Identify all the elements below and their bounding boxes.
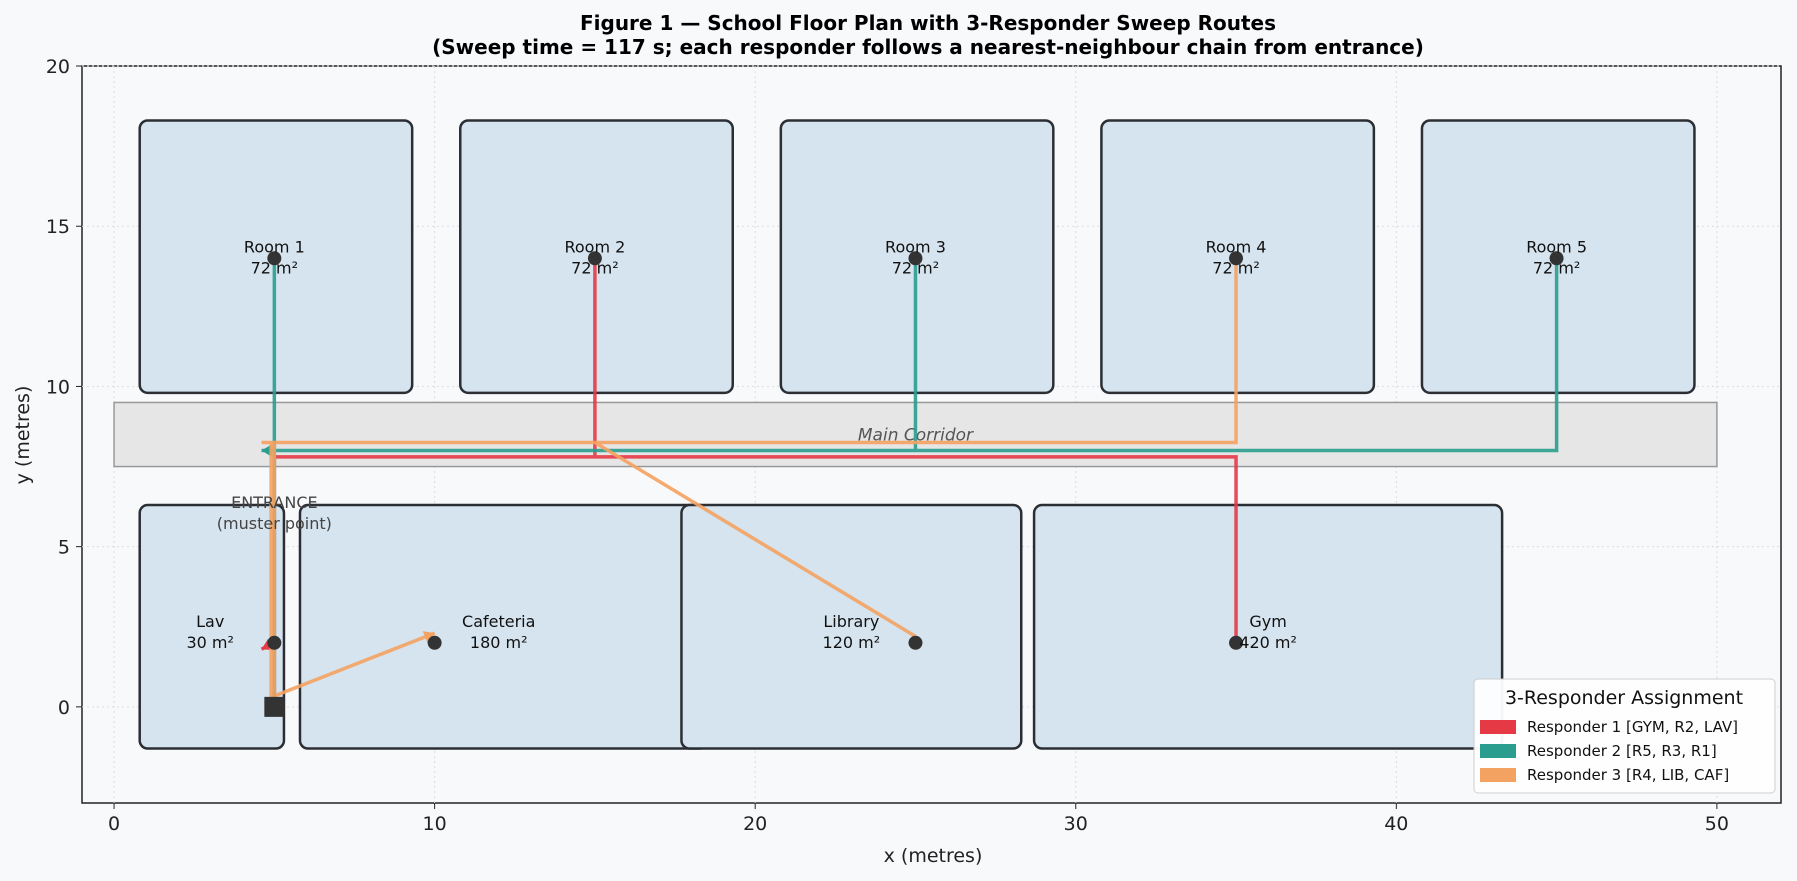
legend-label-2: Responder 2 [R5, R3, R1] <box>1527 742 1717 760</box>
room-area-label: 72 m² <box>1212 258 1259 277</box>
rooms <box>138 119 1696 750</box>
x-tick-label: 40 <box>1384 813 1408 835</box>
legend-label-1: Responder 1 [GYM, R2, LAV] <box>1527 718 1738 736</box>
x-tick-label: 50 <box>1705 813 1729 835</box>
room-centroid-point <box>587 251 602 266</box>
legend-swatch-1 <box>1480 720 1516 734</box>
entrance-sublabel: (muster point) <box>217 514 332 533</box>
room-centroid-point <box>908 635 923 650</box>
route-arrowhead-3 <box>422 631 435 643</box>
legend-label-3: Responder 3 [R4, LIB, CAF] <box>1527 766 1729 784</box>
x-tick-label: 0 <box>108 813 120 835</box>
x-tick-label: 30 <box>1064 813 1088 835</box>
legend-box <box>1473 678 1776 794</box>
x-axis-label: x (metres) <box>884 845 983 867</box>
room-area-label: 72 m² <box>251 258 298 277</box>
room-area-label: 420 m² <box>1239 633 1297 652</box>
room-name-label: Gym <box>1249 612 1286 631</box>
room-area-label: 72 m² <box>892 258 939 277</box>
chart-subtitle: (Sweep time = 117 s; each responder foll… <box>432 35 1424 59</box>
room-area-label: 30 m² <box>186 633 233 652</box>
room-name-label: Library <box>823 612 879 631</box>
room-points <box>264 251 1564 717</box>
room-area-label: 120 m² <box>823 633 881 652</box>
y-tick-label: 10 <box>46 376 70 398</box>
room-centroid-point <box>267 635 282 650</box>
room-lav <box>138 503 286 750</box>
room-name-label: Room 2 <box>564 237 625 256</box>
x-tick-label: 10 <box>423 813 447 835</box>
room-centroid-point <box>1549 251 1564 266</box>
route-responder-3 <box>261 258 1238 707</box>
room-name-label: Room 5 <box>1526 237 1587 256</box>
axis-ticks: 0 10 20 30 40 50 0 5 10 15 20 <box>46 56 1729 835</box>
y-tick-label: 5 <box>58 537 70 559</box>
room-area-label: 72 m² <box>1533 258 1580 277</box>
room-area-label: 180 m² <box>470 633 528 652</box>
room-name-label: Room 3 <box>885 237 946 256</box>
y-tick-label: 20 <box>46 56 70 78</box>
room-area-label: 72 m² <box>571 258 618 277</box>
x-tick-label: 20 <box>743 813 767 835</box>
y-tick-label: 0 <box>58 697 70 719</box>
room-labels: Room 1 72 m² Room 2 72 m² Room 3 72 m² Room 4 7… <box>186 237 1587 652</box>
route-responder-2 <box>261 258 1559 707</box>
chart-title: Figure 1 — School Floor Plan with 3-Resp… <box>580 11 1276 35</box>
room-centroid-point <box>908 251 923 266</box>
entrance-marker <box>264 696 285 717</box>
room-centroid-point <box>1229 251 1244 266</box>
room-name-label: Cafeteria <box>462 612 535 631</box>
legend-swatch-3 <box>1480 768 1516 782</box>
legend-title: 3-Responder Assignment <box>1505 687 1743 709</box>
room-name-label: Room 1 <box>244 237 305 256</box>
room-gym <box>1032 503 1504 750</box>
room-centroid-point <box>267 251 282 266</box>
room-name-label: Lav <box>196 612 224 631</box>
y-tick-label: 15 <box>46 216 70 238</box>
legend: 3-Responder Assignment Responder 1 [GYM, … <box>1473 678 1776 794</box>
routes <box>260 258 1559 707</box>
room-centroid-point <box>1229 635 1244 650</box>
room-centroid-point <box>427 635 442 650</box>
route-arrowhead-2 <box>261 444 272 457</box>
room-library <box>680 503 1023 750</box>
entrance-label: ENTRANCE <box>231 493 318 512</box>
room-name-label: Room 4 <box>1206 237 1267 256</box>
y-axis-label: y (metres) <box>12 386 34 485</box>
legend-swatch-2 <box>1480 744 1516 758</box>
